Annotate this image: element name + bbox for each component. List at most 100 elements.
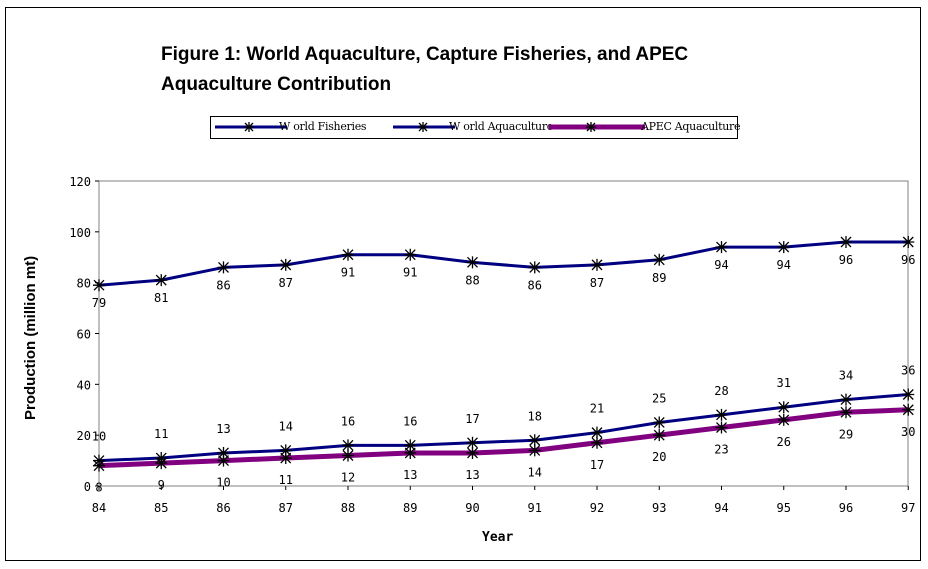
x-tick-label: 94 — [714, 501, 728, 515]
series-0-data-label: 94 — [714, 258, 728, 272]
x-axis-label: Year — [482, 530, 514, 545]
chart-title-line-2: Aquaculture Contribution — [161, 74, 392, 95]
x-tick-label: 95 — [777, 501, 791, 515]
series-1-point — [902, 388, 915, 401]
series-0-data-label: 87 — [590, 276, 604, 290]
series-2-data-label: 12 — [341, 471, 355, 485]
legend-swatch-apec-aquaculture — [549, 122, 645, 132]
series-1-point — [466, 436, 479, 449]
legend-swatch-world-fisheries — [215, 122, 287, 132]
series-0-data-label: 87 — [279, 276, 293, 290]
x-tick-label: 91 — [528, 501, 542, 515]
series-2-point — [342, 449, 354, 462]
series-1-point — [840, 393, 852, 406]
series-1-data-label: 28 — [714, 384, 728, 398]
x-tick-label: 90 — [465, 501, 479, 515]
series-2-data-label: 30 — [901, 425, 915, 439]
series-0-data-label: 91 — [341, 266, 355, 280]
series-0-data-label: 86 — [528, 278, 542, 292]
series-2-point — [653, 429, 666, 442]
series-0-data-label: 96 — [839, 253, 853, 267]
series-2-data-label: 14 — [528, 465, 542, 479]
series-0-point — [528, 261, 541, 274]
series-1-data-label: 18 — [528, 409, 542, 423]
series-1-data-label: 21 — [590, 402, 604, 416]
series-0-point — [155, 274, 168, 287]
series-1-data-label: 31 — [777, 376, 791, 390]
y-axis-label: Production (million mt) — [22, 255, 39, 420]
series-1-data-label: 11 — [154, 427, 168, 441]
series-2-data-label: 20 — [652, 450, 666, 464]
series-1-data-label: 17 — [465, 412, 479, 426]
series-1-data-label: 13 — [216, 422, 230, 436]
series-1-data-label: 10 — [92, 430, 106, 444]
series-line-0 — [98, 240, 909, 287]
series-1-point — [404, 439, 417, 452]
series-line-1 — [98, 393, 909, 463]
series-1-data-label: 25 — [652, 391, 666, 405]
series-2-point — [155, 457, 168, 470]
y-tick-label: 100 — [69, 226, 91, 240]
legend-label-world-fisheries: W orld Fisheries — [279, 120, 367, 133]
series-0-data-label: 86 — [216, 278, 230, 292]
x-tick-label: 87 — [279, 501, 293, 515]
series-0-point — [591, 258, 603, 271]
series-1-point — [528, 434, 541, 447]
y-tick-label: 80 — [77, 277, 91, 291]
y-tick-label: 20 — [77, 429, 91, 443]
series-0-data-label: 81 — [154, 291, 168, 305]
series-1-data-label: 14 — [279, 419, 293, 433]
series-0-data-label: 88 — [465, 273, 479, 287]
x-tick-label: 86 — [216, 501, 230, 515]
series-2-point — [466, 446, 479, 459]
series-2-data-label: 29 — [839, 427, 853, 441]
series-1-point — [279, 444, 292, 457]
series-line-2 — [98, 407, 909, 469]
series-2-data-label: 11 — [279, 473, 293, 487]
series-2-point — [715, 421, 728, 434]
legend-label-world-aquaculture: W orld Aquaculture — [449, 120, 554, 133]
series-0-point — [279, 258, 292, 271]
series-1-data-label: 36 — [901, 364, 915, 378]
series-2-point — [902, 403, 915, 416]
series-2-point — [404, 446, 417, 459]
series-2-point — [279, 452, 292, 465]
series-2-point — [840, 406, 852, 419]
series-0-data-label: 79 — [92, 296, 106, 310]
series-1-point — [342, 439, 354, 452]
series-2-point — [591, 436, 603, 449]
y-tick-label: 120 — [69, 175, 91, 189]
series-1-data-label: 34 — [839, 369, 853, 383]
series-0-point — [715, 241, 728, 254]
x-tick-label: 89 — [403, 501, 417, 515]
legend-label-apec-aquaculture: APEC Aquaculture — [641, 120, 741, 133]
x-tick-label: 93 — [652, 501, 666, 515]
y-tick-label: 40 — [77, 378, 91, 392]
y-tick-label: 60 — [77, 328, 91, 342]
series-0-data-label: 91 — [403, 266, 417, 280]
series-0-point — [466, 256, 479, 269]
x-tick-label: 84 — [92, 501, 106, 515]
series-2-point — [217, 454, 230, 467]
series-0-point — [342, 248, 354, 261]
series-0-data-label: 96 — [901, 253, 915, 267]
series-0-point — [777, 241, 790, 254]
series-2-data-label: 8 — [95, 481, 102, 495]
series-2-point — [777, 413, 790, 426]
series-0-point — [217, 261, 230, 274]
series-1-data-label: 16 — [403, 414, 417, 428]
series-0-point — [653, 253, 666, 266]
series-1-point — [653, 416, 666, 429]
series-2-data-label: 13 — [465, 468, 479, 482]
series-2-data-label: 26 — [777, 435, 791, 449]
series-1-point — [591, 426, 603, 439]
series-0-point — [902, 236, 915, 248]
series-1-point — [715, 408, 728, 421]
series-2-data-label: 17 — [590, 458, 604, 472]
chart-title-line-1: Figure 1: World Aquaculture, Capture Fis… — [161, 44, 689, 65]
series-2-point — [528, 444, 541, 457]
series-2-data-label: 13 — [403, 468, 417, 482]
series-2-data-label: 9 — [158, 478, 165, 492]
series-0-data-label: 94 — [777, 258, 791, 272]
